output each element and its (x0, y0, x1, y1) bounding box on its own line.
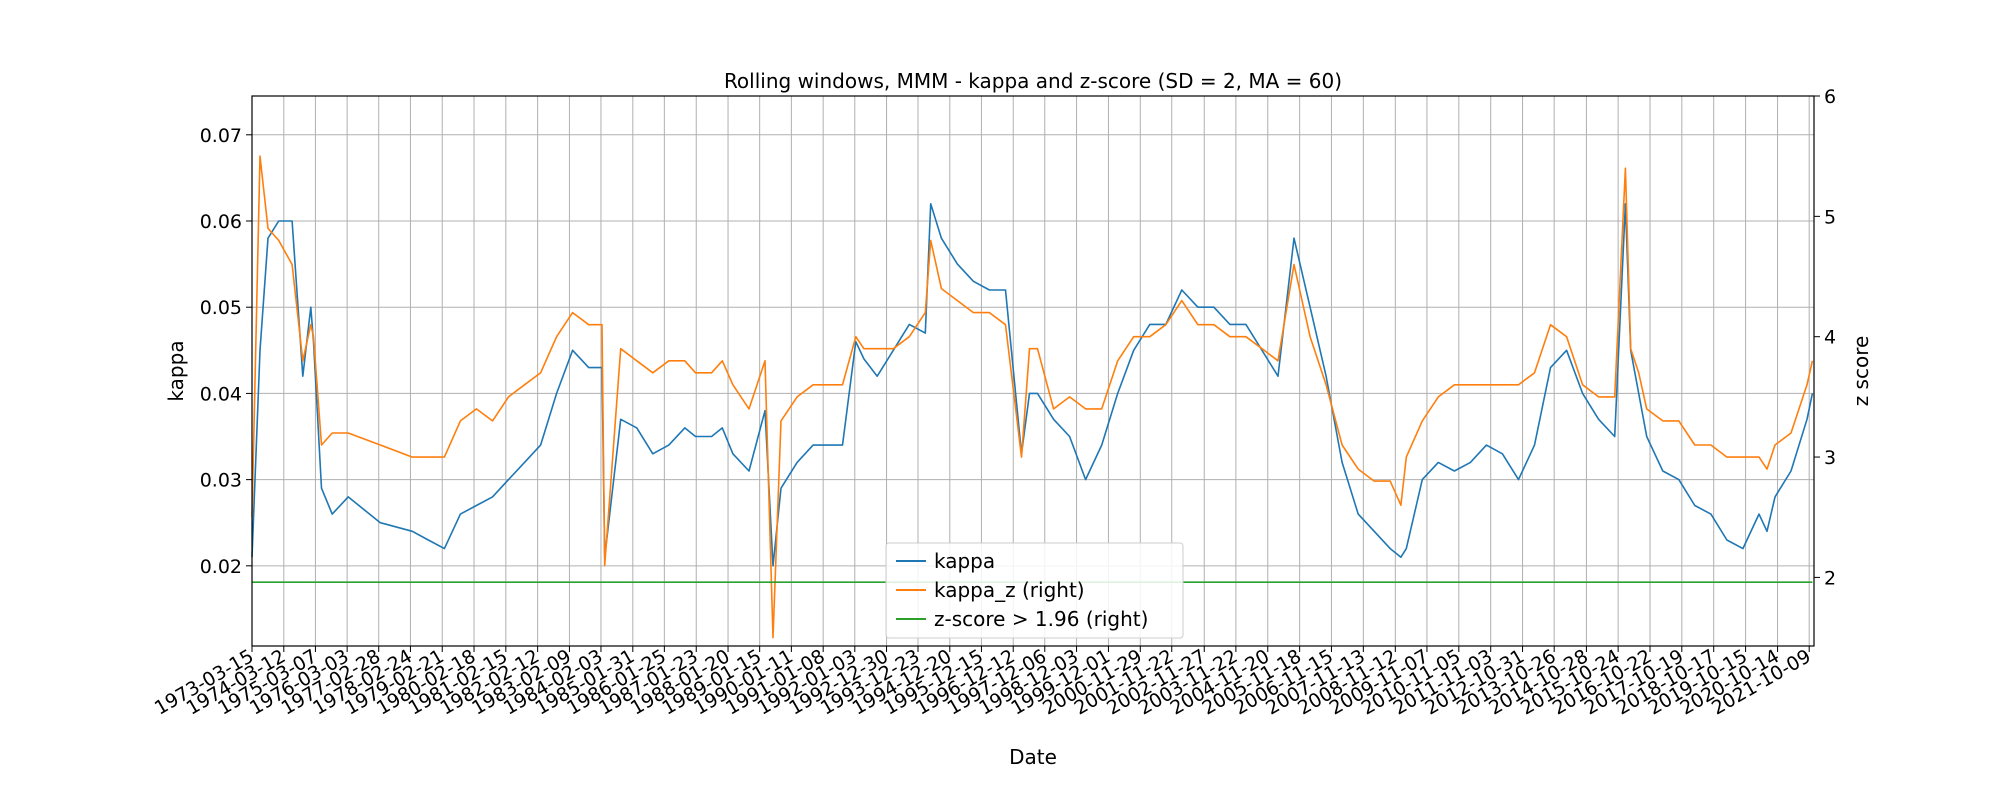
legend-label-kappa-z: kappa_z (right) (934, 578, 1085, 602)
y-tick-label: 0.03 (200, 470, 242, 492)
y-right-tick-label: 2 (1824, 567, 1836, 589)
y-tick-label: 0.05 (200, 297, 242, 319)
y-axis-title: kappa (164, 340, 188, 401)
y-right-tick-label: 3 (1824, 447, 1836, 469)
y-tick-label: 0.04 (200, 383, 242, 405)
y-tick-label: 0.02 (200, 556, 242, 578)
plot-frame (251, 95, 1815, 647)
y-right-tick-layer: 2 3 4 5 6 (1814, 86, 1836, 589)
x-tick-layer: 1973-03-151974-03-121975-03-071976-03-03… (151, 645, 1815, 719)
y-right-tick-label: 5 (1824, 206, 1836, 228)
legend-label-threshold: z-score > 1.96 (right) (934, 607, 1148, 631)
chart-title: Rolling windows, MMM - kappa and z-score… (724, 69, 1342, 93)
legend-box (885, 542, 1184, 639)
y-tick-label: 0.06 (200, 211, 242, 233)
x-axis-title: Date (1009, 745, 1057, 769)
legend: kappa kappa_z (right) z-score > 1.96 (ri… (885, 542, 1184, 639)
y-right-tick-label: 4 (1824, 327, 1836, 349)
y-tick-label: 0.07 (200, 125, 242, 147)
y-tick-layer: 0.02 0.03 0.04 0.05 0.06 0.07 (200, 125, 252, 578)
y-right-axis-title: z score (1849, 336, 1873, 407)
legend-label-kappa: kappa (934, 549, 995, 573)
y-right-tick-label: 6 (1824, 86, 1836, 108)
series-line-1 (251, 155, 1814, 639)
